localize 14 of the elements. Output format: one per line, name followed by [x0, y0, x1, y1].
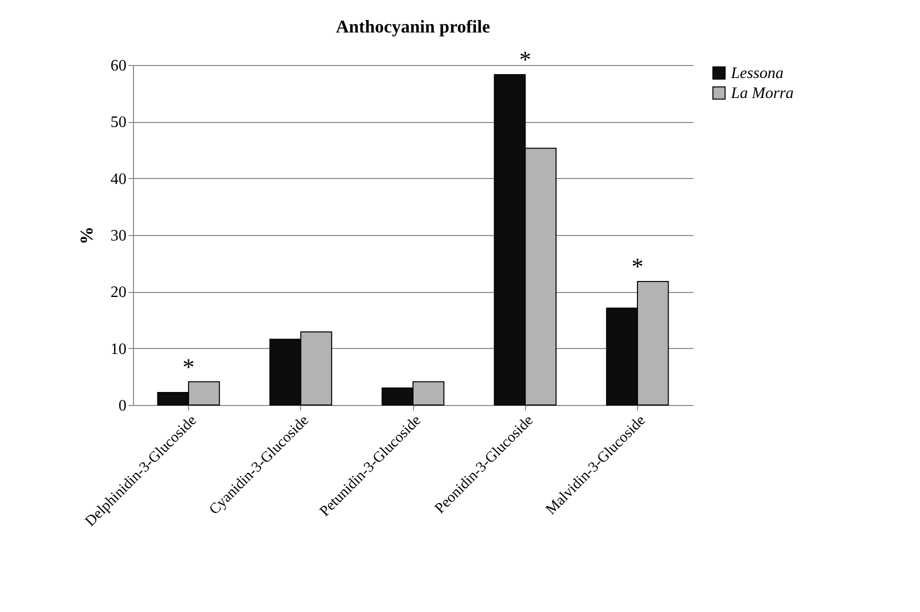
legend-label: Lessona — [730, 65, 784, 82]
annotation: * — [631, 254, 644, 280]
y-tick-label: 60 — [110, 58, 126, 74]
annotation: * — [182, 354, 195, 381]
y-tick-label: 20 — [110, 284, 126, 302]
chart-title: Anthocyanin profile — [336, 16, 490, 37]
y-tick-label: 30 — [110, 228, 126, 244]
y-tick-label: 10 — [110, 340, 126, 358]
annotation: * — [519, 48, 532, 74]
y-axis-title: % — [76, 226, 96, 244]
legend-label: La Morra — [730, 85, 794, 102]
y-tick-label: 40 — [110, 170, 126, 188]
y-tick-label: 0 — [118, 398, 126, 414]
y-tick-label: 50 — [110, 114, 126, 132]
